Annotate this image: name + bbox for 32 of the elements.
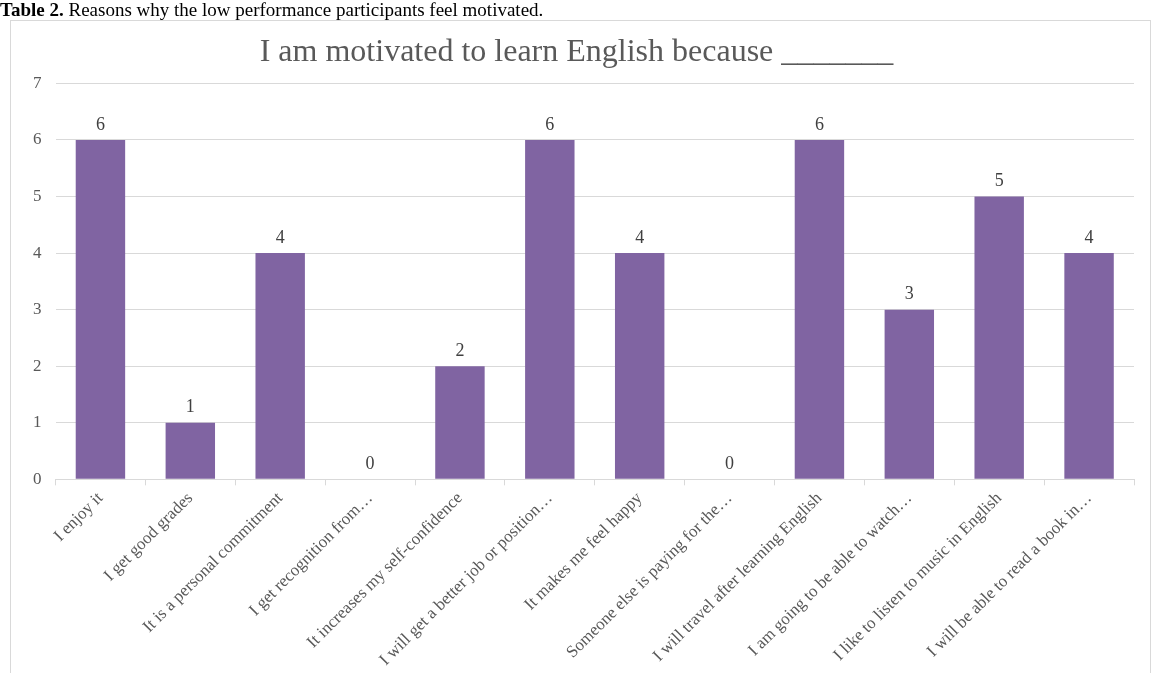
y-tick-label: 7 (33, 72, 42, 92)
bar (75, 139, 126, 479)
y-tick-label: 2 (33, 355, 42, 375)
data-label: 2 (455, 339, 465, 360)
bar (614, 253, 665, 479)
bar (255, 253, 305, 479)
bar (794, 139, 845, 479)
data-label: 0 (365, 453, 375, 474)
bar (974, 196, 1024, 479)
data-label: 4 (275, 226, 285, 247)
bar (1064, 253, 1114, 479)
bar (884, 309, 935, 479)
y-tick-label: 0 (33, 468, 42, 488)
y-tick-label: 1 (33, 412, 42, 432)
y-tick-label: 6 (33, 129, 42, 149)
y-tick-label: 4 (33, 242, 42, 262)
bar (525, 139, 575, 479)
y-tick-label: 5 (33, 185, 42, 205)
data-label: 4 (635, 226, 645, 247)
data-label: 4 (1084, 226, 1094, 247)
data-label: 6 (545, 113, 555, 134)
y-tick-label: 3 (33, 299, 42, 319)
data-label: 1 (185, 396, 195, 417)
data-label: 0 (725, 453, 735, 474)
data-label: 6 (95, 113, 105, 134)
bar (435, 366, 485, 479)
data-label: 5 (994, 170, 1004, 191)
bar (165, 422, 216, 479)
data-label: 3 (904, 283, 914, 304)
chart-title: I am motivated to learn English because _______ (259, 31, 895, 68)
data-label: 6 (814, 113, 824, 134)
caption: Table 2. Reasons why the low performance participants feel motivated. (0, 0, 544, 20)
